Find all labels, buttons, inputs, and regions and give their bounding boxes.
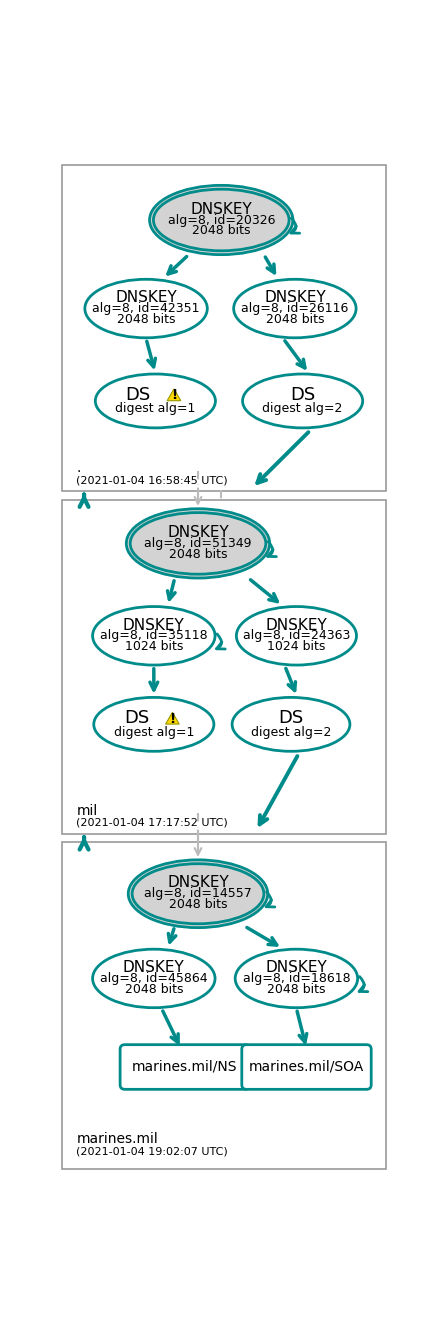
Text: alg=8, id=18618: alg=8, id=18618 [243, 972, 350, 985]
Text: DNSKEY: DNSKEY [123, 960, 185, 975]
Text: .: . [76, 461, 81, 475]
Text: !: ! [170, 711, 176, 726]
Text: DS: DS [278, 709, 304, 727]
Text: marines.mil/SOA: marines.mil/SOA [249, 1060, 364, 1074]
Ellipse shape [128, 859, 268, 928]
Text: digest alg=2: digest alg=2 [263, 403, 343, 416]
Text: alg=8, id=20326: alg=8, id=20326 [167, 214, 275, 227]
Text: digest alg=2: digest alg=2 [251, 726, 331, 739]
Polygon shape [166, 713, 179, 725]
Text: digest alg=1: digest alg=1 [115, 403, 196, 416]
Text: alg=8, id=35118: alg=8, id=35118 [100, 630, 208, 643]
Text: alg=8, id=45864: alg=8, id=45864 [100, 972, 208, 985]
Ellipse shape [243, 374, 363, 428]
Text: DS: DS [126, 385, 151, 404]
Text: 2048 bits: 2048 bits [169, 548, 227, 561]
Ellipse shape [236, 607, 357, 665]
Ellipse shape [234, 280, 356, 338]
Ellipse shape [153, 189, 289, 251]
FancyBboxPatch shape [120, 1044, 250, 1089]
Text: digest alg=1: digest alg=1 [114, 726, 194, 739]
Text: DNSKEY: DNSKEY [266, 618, 327, 632]
Ellipse shape [132, 863, 264, 924]
Text: DNSKEY: DNSKEY [115, 290, 177, 305]
Text: 2048 bits: 2048 bits [125, 982, 183, 995]
Ellipse shape [126, 508, 270, 578]
Text: DNSKEY: DNSKEY [167, 875, 229, 891]
Ellipse shape [93, 949, 215, 1007]
Text: 2048 bits: 2048 bits [117, 313, 175, 326]
Text: alg=8, id=14557: alg=8, id=14557 [144, 887, 252, 900]
Text: (2021-01-04 17:17:52 UTC): (2021-01-04 17:17:52 UTC) [76, 818, 228, 828]
Text: 2048 bits: 2048 bits [169, 898, 227, 911]
Text: alg=8, id=24363: alg=8, id=24363 [243, 630, 350, 643]
Text: alg=8, id=51349: alg=8, id=51349 [144, 537, 252, 550]
Text: DNSKEY: DNSKEY [191, 202, 252, 216]
Text: DNSKEY: DNSKEY [264, 290, 326, 305]
Text: DS: DS [124, 709, 149, 727]
Text: 1024 bits: 1024 bits [267, 640, 326, 653]
Text: DNSKEY: DNSKEY [167, 525, 229, 540]
Text: !: ! [171, 388, 177, 403]
Ellipse shape [94, 697, 214, 751]
Text: alg=8, id=42351: alg=8, id=42351 [92, 302, 200, 315]
FancyBboxPatch shape [62, 842, 385, 1168]
Ellipse shape [93, 607, 215, 665]
Polygon shape [167, 389, 181, 401]
Text: (2021-01-04 19:02:07 UTC): (2021-01-04 19:02:07 UTC) [76, 1147, 228, 1156]
Text: 1024 bits: 1024 bits [125, 640, 183, 653]
Ellipse shape [95, 374, 215, 428]
Text: DS: DS [290, 385, 315, 404]
Ellipse shape [235, 949, 357, 1007]
FancyBboxPatch shape [62, 165, 385, 491]
Text: DNSKEY: DNSKEY [123, 618, 185, 632]
Ellipse shape [85, 280, 207, 338]
Text: marines.mil: marines.mil [76, 1133, 158, 1146]
FancyBboxPatch shape [242, 1044, 371, 1089]
Text: 2048 bits: 2048 bits [267, 982, 326, 995]
Ellipse shape [149, 185, 293, 255]
Text: alg=8, id=26116: alg=8, id=26116 [241, 302, 349, 315]
Text: 2048 bits: 2048 bits [192, 224, 250, 238]
Text: (2021-01-04 16:58:45 UTC): (2021-01-04 16:58:45 UTC) [76, 475, 228, 486]
Text: mil: mil [76, 804, 97, 817]
FancyBboxPatch shape [62, 499, 385, 834]
Ellipse shape [232, 697, 350, 751]
Text: marines.mil/NS: marines.mil/NS [132, 1060, 238, 1074]
Ellipse shape [130, 512, 266, 574]
Text: DNSKEY: DNSKEY [266, 960, 327, 975]
Text: 2048 bits: 2048 bits [266, 313, 324, 326]
